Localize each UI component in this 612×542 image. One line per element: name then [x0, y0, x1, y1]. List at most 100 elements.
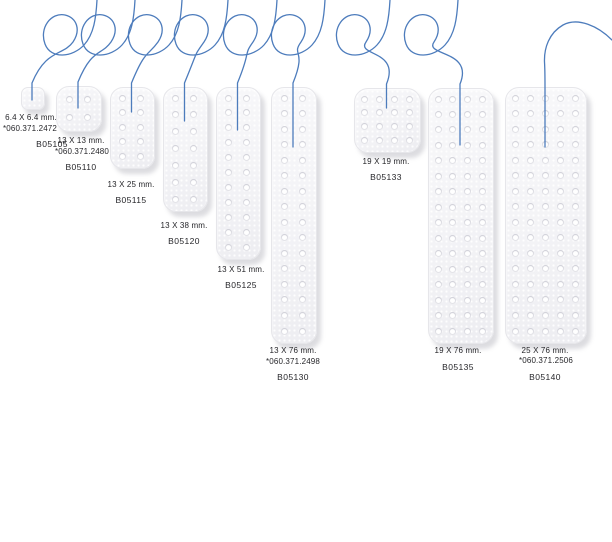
suture-hole [463, 296, 471, 304]
suture-hole [405, 136, 413, 144]
suture-hole [172, 94, 179, 102]
suture-hole [280, 203, 288, 211]
suture-hole [225, 154, 232, 162]
suture-hole [405, 122, 413, 130]
suture-hole [225, 243, 232, 251]
suture-hole [541, 172, 549, 180]
suture-hole [172, 178, 179, 186]
suture-hole [298, 234, 306, 242]
suture-hole [511, 203, 519, 211]
suture-hole [243, 169, 250, 176]
suture-hole [526, 234, 534, 242]
suture-hole [511, 265, 519, 273]
suture-hole [280, 311, 288, 319]
suture-hole [449, 219, 457, 227]
size-label-B05133: 19 X 19 mm. [362, 157, 410, 166]
suture-hole [463, 265, 471, 273]
suture-hole [541, 311, 549, 319]
suture-hole [571, 327, 579, 335]
suture-hole [190, 145, 197, 152]
electrode-pad-B05125 [216, 87, 261, 260]
size-label-B05115: 13 X 25 mm. [107, 180, 155, 189]
suture-hole [449, 157, 457, 165]
suture-hole [511, 110, 519, 118]
catalog-code-B05115: B05115 [115, 195, 147, 205]
catalog-code-B05130: B05130 [277, 372, 309, 382]
suture-hole [511, 234, 519, 242]
part-number-B05140: *060.371.2506 [518, 356, 574, 365]
suture-hole [119, 152, 126, 160]
suture-hole [571, 265, 579, 273]
suture-hole [298, 187, 306, 195]
suture-hole [449, 234, 457, 242]
suture-hole [526, 141, 534, 149]
suture-hole [449, 250, 457, 258]
suture-hole [243, 198, 250, 206]
suture-hole [434, 312, 442, 320]
suture-hole [511, 296, 519, 304]
suture-hole [298, 311, 306, 319]
suture-hole [526, 187, 534, 195]
size-label-B05135: 19 X 76 mm. [434, 346, 482, 355]
suture-hole [526, 311, 534, 319]
suture-hole [463, 203, 471, 211]
electrode-pad-B05105 [21, 87, 45, 110]
electrode-pad-B05115 [110, 87, 155, 169]
suture-hole [511, 280, 519, 288]
suture-hole [280, 296, 288, 304]
suture-hole [243, 183, 250, 191]
suture-hole [360, 122, 368, 130]
suture-hole [526, 110, 534, 118]
suture-hole [280, 280, 288, 288]
suture-hole [190, 161, 197, 169]
suture-hole [463, 110, 471, 118]
suture-hole [434, 110, 442, 118]
suture-hole [434, 157, 442, 165]
suture-hole [478, 110, 486, 118]
suture-hole [571, 249, 579, 257]
suture-hole [571, 203, 579, 211]
suture-hole [375, 109, 383, 117]
suture-hole [541, 125, 549, 133]
suture-hole [526, 125, 534, 133]
suture-hole [243, 109, 250, 117]
suture-hole [390, 95, 398, 103]
suture-hole [434, 265, 442, 273]
suture-hole [511, 218, 519, 226]
suture-hole [541, 218, 549, 226]
suture-hole [571, 296, 579, 304]
suture-hole [390, 109, 398, 117]
suture-hole [541, 94, 549, 102]
catalog-code-B05140: B05140 [529, 372, 561, 382]
suture-hole [360, 136, 368, 144]
suture-hole [449, 296, 457, 304]
suture-hole [360, 109, 368, 117]
suture-hole [541, 187, 549, 195]
suture-hole [463, 126, 471, 134]
size-label-B05110: 13 X 13 mm. [57, 136, 105, 145]
suture-hole [478, 281, 486, 289]
suture-hole [119, 123, 126, 131]
suture-hole [571, 187, 579, 195]
lead-wire-B05105 [31, 0, 98, 101]
suture-hole [571, 172, 579, 180]
suture-hole [434, 219, 442, 227]
suture-hole [434, 327, 442, 335]
suture-hole [511, 327, 519, 335]
suture-hole [571, 218, 579, 226]
suture-hole [190, 178, 197, 186]
suture-hole [463, 141, 471, 149]
suture-hole [541, 280, 549, 288]
suture-hole [526, 156, 534, 164]
catalog-code-B05105: B05105 [36, 139, 68, 149]
suture-hole [190, 111, 197, 119]
suture-hole [511, 141, 519, 149]
suture-hole [478, 219, 486, 227]
suture-hole [172, 128, 179, 136]
suture-hole [137, 109, 144, 116]
part-number-B05130: *060.371.2498 [265, 357, 321, 366]
suture-hole [137, 94, 144, 102]
suture-hole [463, 172, 471, 180]
suture-hole [526, 94, 534, 102]
suture-hole [390, 136, 398, 144]
